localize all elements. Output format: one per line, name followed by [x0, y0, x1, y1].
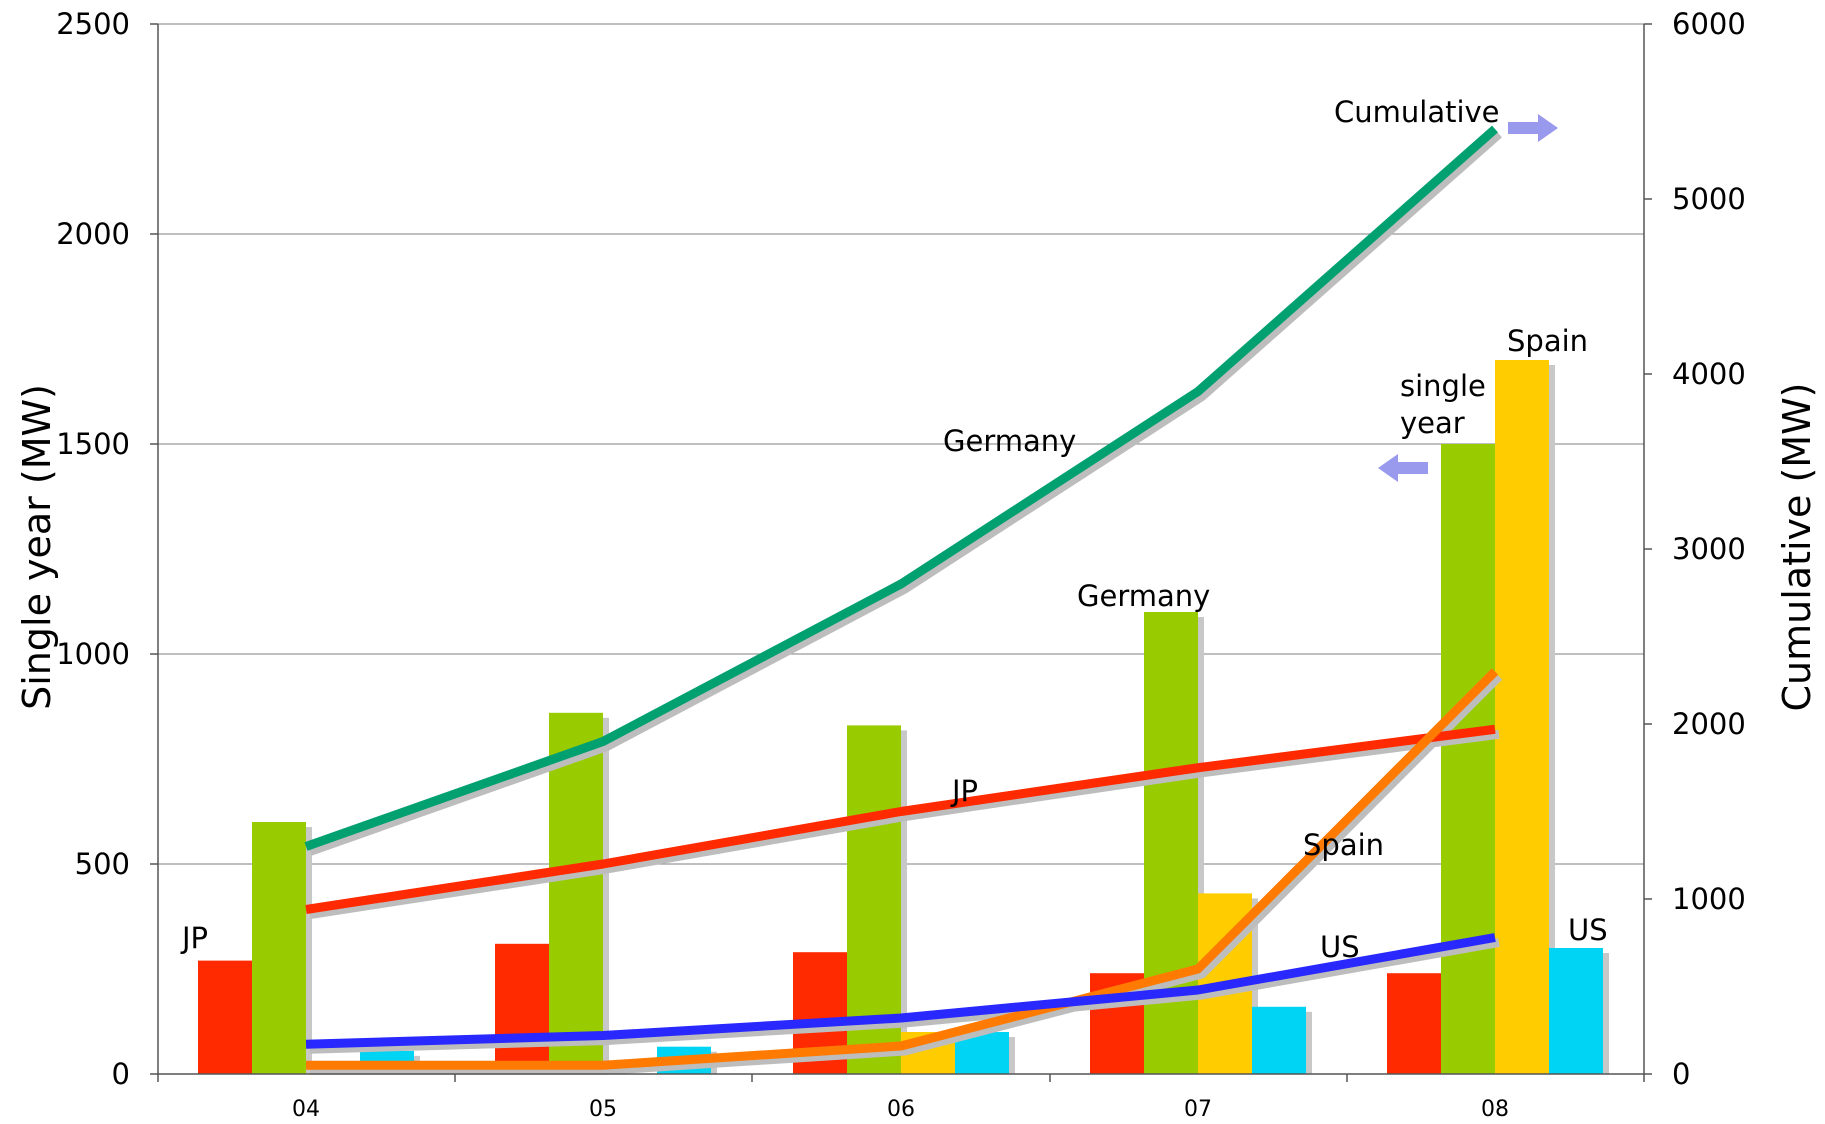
bar-germany-07 [1144, 612, 1198, 1074]
x-tick-label-04: 04 [292, 1097, 320, 1122]
y-axis-title-right: Cumulative (MW) [1775, 383, 1819, 712]
y-tick-label-right: 6000 [1672, 7, 1746, 41]
annotation-jp-line: JP [950, 774, 978, 808]
line-us [305, 933, 1496, 1049]
y-tick-label-left: 2500 [56, 7, 130, 41]
annotation-us-bar: US [1568, 913, 1608, 947]
lines [304, 125, 1499, 1070]
bar-jp-05 [495, 943, 549, 1074]
y-tick-label-left: 500 [75, 847, 130, 881]
y-tick-label-left: 1500 [56, 427, 130, 461]
annotation-spain-line: Spain [1303, 828, 1384, 862]
tick-labels: 0 500 1000 1500 2000 2500 0 1000 2000 3000 4000 500… [56, 7, 1746, 1122]
left-arrow-icon [1378, 454, 1428, 482]
y-tick-label-right: 3000 [1672, 532, 1746, 566]
annotation-single-year-1: single [1400, 369, 1486, 403]
line-germany [304, 125, 1498, 851]
line-shadow [309, 729, 1500, 919]
y-tick-label-right: 5000 [1672, 182, 1746, 216]
bar-jp-08 [1387, 973, 1441, 1074]
y-tick-label-right: 0 [1672, 1057, 1690, 1091]
annotation-germany-bar: Germany [1077, 579, 1210, 613]
x-tick-label-08: 08 [1481, 1097, 1509, 1122]
annotation-germany-line: Germany [943, 424, 1076, 458]
gridlines [158, 23, 1644, 865]
line-jp [305, 724, 1496, 914]
bar-germany-05 [549, 712, 603, 1074]
annotation-jp-bar: JP [180, 921, 208, 955]
line-spain [306, 668, 1499, 1070]
annotation-single-year-2: year [1400, 406, 1465, 440]
line-shadows [308, 130, 1503, 1075]
bar-us-07 [1252, 1006, 1306, 1074]
y-tick-label-right: 4000 [1672, 357, 1746, 391]
bar-jp-04 [198, 960, 252, 1074]
bar-us-08 [1549, 948, 1603, 1074]
y-tick-label-left: 2000 [56, 217, 130, 251]
y-tick-label-left: 1000 [56, 637, 130, 671]
y-axis-title-left: Single year (MW) [15, 384, 59, 710]
x-tick-label-06: 06 [887, 1097, 915, 1122]
y-tick-label-left: 0 [112, 1057, 130, 1091]
right-arrow-icon [1508, 114, 1558, 142]
annotation-cumulative: Cumulative [1334, 95, 1500, 129]
x-tick-label-07: 07 [1184, 1097, 1212, 1122]
bar-germany-08 [1441, 444, 1495, 1074]
line-shadow [310, 673, 1503, 1075]
y-tick-label-right: 1000 [1672, 882, 1746, 916]
annotation-us-line: US [1320, 930, 1360, 964]
bar-germany-04 [252, 822, 306, 1074]
line-shadow [308, 130, 1502, 856]
line-shadow [309, 938, 1500, 1054]
bar-spain-08 [1495, 360, 1549, 1074]
axes [150, 23, 1652, 1082]
y-tick-label-right: 2000 [1672, 707, 1746, 741]
annotation-spain-bar: Spain [1507, 324, 1588, 358]
x-tick-label-05: 05 [589, 1097, 617, 1122]
